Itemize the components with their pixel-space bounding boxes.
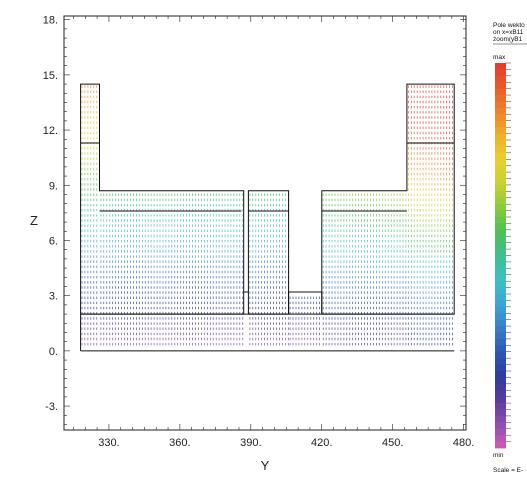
colorbar-segment	[495, 242, 506, 250]
colorbar-segment	[495, 403, 506, 410]
colorbar-segment	[495, 300, 506, 308]
colorbar-segment	[495, 114, 506, 122]
colorbar-segment	[495, 428, 506, 436]
legend-scale-label: Scale = E-	[493, 467, 523, 474]
legend-min-label: min	[493, 452, 504, 459]
colorbar-segment	[495, 281, 506, 288]
x-tick-label: 390.	[240, 437, 261, 449]
colorbar-segment	[495, 409, 506, 417]
y-tick-label: -3.	[45, 401, 58, 413]
plot-border	[63, 15, 467, 431]
colorbar-segment	[495, 140, 506, 147]
colorbar-segment	[495, 88, 506, 96]
colorbar-segment	[495, 172, 506, 179]
colorbar-segment	[495, 390, 506, 398]
colorbar-segment	[495, 261, 506, 269]
colorbar-segment	[495, 383, 506, 391]
colorbar-segment	[495, 101, 506, 109]
x-tick-label: 450.	[382, 437, 403, 449]
colorbar-segment	[495, 396, 506, 404]
y-tick-label: 3.	[49, 291, 58, 303]
colorbar-segment	[495, 435, 506, 442]
y-tick-label: 6.	[49, 235, 58, 247]
colorbar-segment	[495, 210, 506, 218]
colorbar	[495, 62, 511, 449]
y-tick-label: 15.	[43, 70, 58, 82]
colorbar-segment	[495, 82, 506, 90]
colorbar-segment	[495, 197, 506, 205]
colorbar-segment	[495, 133, 506, 141]
x-tick-label: 330.	[98, 437, 119, 449]
y-tick-label: 18.	[43, 15, 58, 27]
x-axis-ticks: 330. 360. 390. 420. 450. 480.	[98, 437, 474, 449]
colorbar-segment	[495, 326, 506, 333]
structure-outline	[80, 83, 455, 352]
colorbar-segment	[495, 146, 506, 154]
vector-field	[81, 85, 453, 346]
colorbar-segment	[495, 107, 506, 115]
colorbar-segment	[495, 306, 506, 314]
colorbar-segment	[495, 204, 506, 211]
legend-title-line-2: on x=xB11	[493, 29, 524, 36]
colorbar-segment	[495, 441, 506, 449]
colorbar-segment	[495, 127, 506, 134]
colorbar-segment	[495, 178, 506, 186]
colorbar-segment	[495, 229, 506, 237]
colorbar-segment	[495, 249, 506, 256]
colorbar-segment	[495, 165, 506, 173]
colorbar-segment	[495, 358, 506, 365]
y-tick-label: 0.	[49, 346, 58, 358]
color-legend: Pole wekto on x=xB11 zoom(yB1 max min Sc…	[493, 22, 527, 474]
colorbar-segment	[495, 294, 506, 301]
colorbar-segment	[495, 364, 506, 372]
colorbar-segment	[495, 184, 506, 192]
colorbar-segment	[495, 75, 506, 83]
colorbar-segment	[495, 287, 506, 295]
x-axis-label: Y	[261, 458, 270, 473]
colorbar-segment	[495, 332, 506, 340]
x-tick-label: 360.	[169, 437, 190, 449]
colorbar-segment	[495, 255, 506, 263]
colorbar-segment	[495, 63, 506, 70]
colorbar-segment	[495, 415, 506, 423]
colorbar-segment	[495, 236, 506, 244]
colorbar-segment	[495, 95, 506, 102]
colorbar-segment	[495, 152, 506, 160]
colorbar-segment	[495, 377, 506, 385]
plot-frame	[63, 15, 467, 431]
colorbar-segment	[495, 319, 506, 327]
legend-title-line-3: zoom(yB1	[493, 36, 523, 43]
colorbar-segment	[495, 338, 506, 346]
colorbar-segment	[495, 274, 506, 282]
colorbar-segment	[495, 268, 506, 276]
colorbar-segment	[495, 313, 506, 321]
y-tick-label: 9.	[49, 180, 58, 192]
x-tick-label: 480.	[453, 437, 474, 449]
colorbar-segment	[495, 223, 506, 231]
colorbar-segment	[495, 159, 506, 167]
legend-title-line-1: Pole wekto	[493, 22, 525, 29]
colorbar-segment	[495, 120, 506, 128]
x-tick-label: 420.	[311, 437, 332, 449]
legend-max-label: max	[493, 54, 506, 61]
structure-line	[80, 83, 245, 351]
y-axis-label: Z	[30, 213, 38, 228]
y-tick-label: 12.	[43, 125, 58, 137]
y-axis-ticks: -3. 0. 3. 6. 9. 12. 15. 18.	[43, 15, 58, 413]
colorbar-segment	[495, 422, 506, 430]
colorbar-segment	[495, 69, 506, 77]
colorbar-segment	[495, 217, 506, 224]
colorbar-segment	[495, 191, 506, 199]
colorbar-segment	[495, 345, 506, 353]
colorbar-segment	[495, 371, 506, 378]
colorbar-segment	[495, 351, 506, 359]
